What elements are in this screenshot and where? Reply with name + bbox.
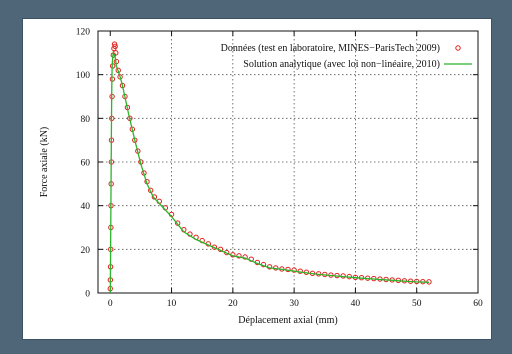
y-tick-label: 120 [76, 28, 91, 38]
legend-label-analytic: Solution analytique (avec loi non−linéai… [243, 59, 440, 70]
x-tick-label: 0 [108, 299, 113, 309]
x-tick-label: 10 [167, 299, 177, 309]
legend-marker-data [455, 45, 461, 51]
legend-label-data: Données (test en laboratoire, MINES−Pari… [221, 43, 440, 54]
line-chart: 0 10 20 30 40 50 60 0 20 40 60 80 100 120 Déplacement… [39, 28, 483, 327]
legend: Données (test en laboratoire, MINES−Pari… [221, 43, 472, 70]
x-tick-label: 60 [473, 299, 483, 309]
data-point [242, 254, 248, 260]
analytic-solution-line [109, 50, 430, 294]
x-axis-title: Déplacement axial (mm) [238, 315, 337, 326]
y-tick-label: 20 [81, 246, 91, 256]
chart-frame: 0 10 20 30 40 50 60 0 20 40 60 80 100 120 Déplacement… [22, 18, 492, 340]
y-tick-label: 100 [76, 71, 91, 81]
x-tick-label: 20 [228, 299, 238, 309]
y-tick-label: 40 [81, 202, 91, 212]
series-layer [107, 41, 432, 294]
data-point [174, 220, 181, 226]
data-point [291, 267, 297, 273]
y-tick-label: 0 [85, 290, 90, 300]
data-point [236, 253, 242, 259]
y-tick-label: 60 [81, 159, 91, 169]
y-axis-title: Force axiale (kN) [39, 127, 50, 198]
x-tick-label: 40 [351, 299, 361, 309]
axis-ticks: 0 10 20 30 40 50 60 0 20 40 60 80 100 120 [76, 28, 483, 310]
y-tick-label: 80 [81, 115, 91, 125]
grid [98, 31, 478, 293]
data-point [112, 43, 118, 49]
x-tick-label: 30 [289, 299, 299, 309]
x-tick-label: 50 [412, 299, 422, 309]
